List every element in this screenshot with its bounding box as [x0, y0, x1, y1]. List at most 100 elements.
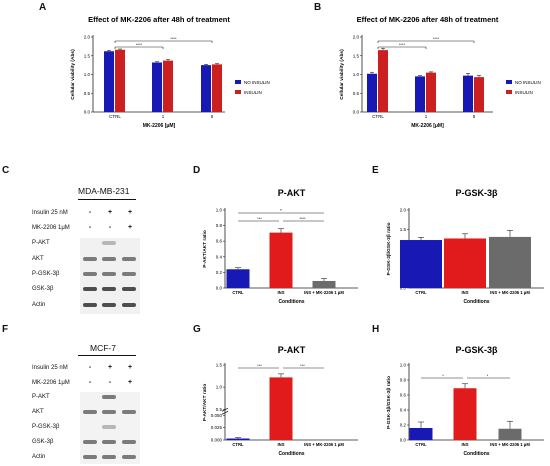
x-tick-label: INS — [278, 442, 285, 447]
blot-band — [102, 272, 116, 276]
legend-label: NO INSULIN — [244, 80, 270, 85]
chart-title: P-GSK-3β — [456, 345, 499, 355]
y-tick-label: 0.0 — [400, 438, 407, 443]
bar — [212, 64, 222, 112]
panel-letter-a: A — [39, 2, 47, 13]
x-tick-label: INS — [462, 442, 469, 447]
legend-swatch — [506, 80, 512, 84]
panel-letter-c: C — [2, 165, 10, 176]
sign: + — [107, 364, 113, 371]
legend-swatch — [506, 90, 512, 94]
bar — [104, 51, 114, 112]
y-tick-label: 0.6 — [216, 239, 223, 244]
blot-membrane — [80, 392, 140, 464]
sig-label: * — [442, 373, 444, 378]
y-tick-label: 0.2 — [400, 423, 407, 428]
y-tick-label: 1.0 — [84, 72, 91, 77]
blot-band — [122, 303, 136, 307]
sig-label: * — [280, 208, 282, 213]
blot-band — [102, 455, 116, 459]
sign: + — [127, 209, 133, 216]
legend-label: INSULIN — [515, 90, 533, 95]
panel-letter-f: F — [2, 324, 9, 335]
x-tick-label: CTRL — [109, 114, 121, 119]
blot-band — [102, 287, 116, 291]
bar — [498, 428, 522, 440]
panel-letter-e: E — [372, 165, 379, 176]
chart-title: P-AKT — [278, 188, 306, 198]
y-axis-label: Cellular viability (Abs) — [339, 49, 345, 100]
x-axis-label: Conditions — [278, 299, 304, 305]
bar — [312, 440, 336, 441]
legend-label: NO INSULIN — [515, 80, 541, 85]
y-tick-label: 0.5 — [353, 91, 360, 96]
bar — [489, 236, 531, 288]
y-tick-label: 2.0 — [84, 35, 91, 40]
sig-label: **** — [433, 36, 440, 41]
x-tick-label: 5 — [473, 114, 476, 119]
blot-band — [122, 440, 136, 444]
bar — [426, 72, 436, 112]
sign: - — [88, 379, 92, 386]
y-tick-label: 0.6 — [400, 393, 407, 398]
y-tick-label: 1.0 — [400, 363, 407, 368]
sig-label: *** — [257, 363, 262, 368]
bar — [378, 50, 388, 112]
bar — [367, 73, 377, 112]
blot-band — [122, 410, 136, 414]
blot-band — [122, 257, 136, 261]
x-tick-label: INS + MK-2206 1 μM — [304, 442, 344, 447]
band-label: GSK-3β — [32, 439, 54, 445]
blot-band — [102, 257, 116, 261]
x-tick-label: CTRL — [415, 442, 427, 447]
treatment-label-insulin: Insulin 25 nM — [32, 365, 68, 371]
x-tick-label: CTRL — [372, 114, 384, 119]
sign: - — [88, 364, 92, 371]
bar — [226, 269, 250, 288]
y-tick-label: 0.0 — [353, 110, 360, 115]
chart-title: Effect of MK-2206 after 48h of treatment — [88, 15, 230, 24]
sign: - — [88, 224, 92, 231]
y-tick-label: 0.2 — [216, 270, 223, 275]
blot-band — [122, 287, 136, 291]
x-tick-label: INS — [462, 290, 469, 295]
panel-letter-d: D — [193, 165, 201, 176]
sig-label: * — [487, 373, 489, 378]
sig-label: **** — [399, 42, 406, 47]
x-axis-label: MK-2206 [μM] — [143, 123, 176, 129]
bar — [152, 62, 162, 112]
bar — [163, 60, 173, 112]
band-label: GSK-3β — [32, 286, 54, 292]
legend-swatch — [235, 80, 241, 84]
y-tick-label: 1.5 — [216, 363, 223, 368]
sig-label: **** — [299, 216, 306, 221]
blot-band — [83, 287, 97, 291]
x-axis-label: Conditions — [463, 451, 489, 457]
band-label: P-AKT — [32, 394, 50, 400]
y-tick-label: 0.025 — [211, 425, 223, 430]
y-tick-label: 1.0 — [353, 72, 360, 77]
blot-band — [83, 440, 97, 444]
y-tick-label: 0.4 — [400, 408, 407, 413]
y-tick-label: 1.5 — [84, 53, 91, 58]
treatment-label-insulin: Insulin 25 nM — [32, 210, 68, 216]
bar — [312, 280, 336, 288]
panel-letter-b: B — [314, 2, 322, 13]
sig-label: **** — [170, 36, 177, 41]
blot-band — [83, 272, 97, 276]
x-tick-label: 5 — [211, 114, 214, 119]
western-blot-f: MCF-7 Insulin 25 nM MK-2206 1μM - + + - … — [0, 337, 190, 465]
blot-band — [83, 303, 97, 307]
bar — [115, 49, 125, 112]
sign: + — [107, 209, 113, 216]
x-axis-label: Conditions — [463, 299, 489, 305]
x-tick-label: INS + MK-2206 1 μM — [490, 442, 530, 447]
cell-line-underline — [78, 355, 136, 356]
bar — [269, 377, 293, 440]
sig-label: *** — [257, 216, 262, 221]
x-tick-label: CTRL — [415, 290, 427, 295]
bar — [415, 76, 425, 112]
x-tick-label: INS — [278, 290, 285, 295]
y-tick-label: 1.5 — [400, 227, 407, 232]
legend-swatch — [235, 90, 241, 94]
